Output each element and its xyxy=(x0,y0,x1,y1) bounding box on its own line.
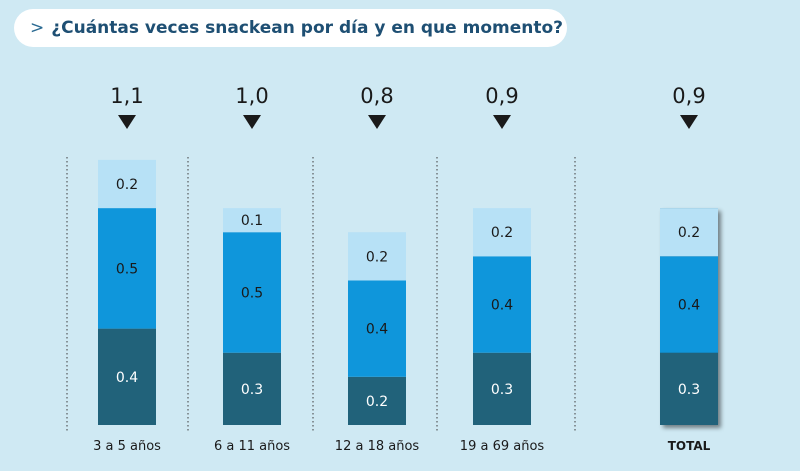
segment-value-label: 0.1 xyxy=(241,213,263,229)
bar-segment-middle xyxy=(473,256,531,353)
bar-segment-bottom xyxy=(660,352,718,425)
triangle-down-icon xyxy=(243,115,261,129)
segment-value-label: 0.2 xyxy=(116,177,138,193)
segment-value-label: 0.5 xyxy=(241,285,263,301)
bar-segment-bottom xyxy=(348,376,406,425)
segment-value-label: 0.3 xyxy=(491,382,513,398)
total-value-label: 0,9 xyxy=(672,84,705,108)
bar-segment-middle xyxy=(223,232,281,353)
total-value-label: 0,8 xyxy=(360,84,393,108)
triangle-down-icon xyxy=(368,115,386,129)
category-label: 19 a 69 años xyxy=(460,439,545,454)
bar-segment-top xyxy=(223,208,281,233)
bar-segment-middle xyxy=(348,280,406,377)
bar-segment-top xyxy=(348,232,406,281)
triangle-down-icon xyxy=(493,115,511,129)
bar-segment-middle xyxy=(660,256,718,353)
segment-value-label: 0.4 xyxy=(491,298,513,314)
bar-segment-middle xyxy=(98,208,156,329)
category-label: 12 a 18 años xyxy=(335,439,420,454)
triangle-down-icon xyxy=(118,115,136,129)
segment-value-label: 0.2 xyxy=(366,394,388,410)
category-label: 6 a 11 años xyxy=(214,439,290,454)
category-label: TOTAL xyxy=(668,439,711,453)
total-value-label: 1,0 xyxy=(235,84,268,108)
bar-segment-bottom xyxy=(98,328,156,425)
chevron-right-icon: > xyxy=(30,18,45,38)
triangle-down-icon xyxy=(680,115,698,129)
segment-value-label: 0.3 xyxy=(678,382,700,398)
total-value-label: 1,1 xyxy=(110,84,143,108)
segment-value-label: 0.2 xyxy=(366,249,388,265)
chart-title-pill: > ¿Cuántas veces snackean por día y en q… xyxy=(14,9,567,47)
bar-segment-bottom xyxy=(473,352,531,425)
segment-value-label: 0.2 xyxy=(678,225,700,241)
category-label: 3 a 5 años xyxy=(93,439,161,454)
segment-value-label: 0.4 xyxy=(366,322,388,338)
segment-value-label: 0.2 xyxy=(491,225,513,241)
segment-value-label: 0.5 xyxy=(116,261,138,277)
bar-segment-top xyxy=(660,208,718,257)
bar-segment-bottom xyxy=(223,352,281,425)
segment-value-label: 0.4 xyxy=(678,298,700,314)
segment-value-label: 0.3 xyxy=(241,382,263,398)
bar-segment-top xyxy=(473,208,531,257)
segment-value-label: 0.4 xyxy=(116,370,138,386)
chart-title: ¿Cuántas veces snackean por día y en que… xyxy=(51,18,564,38)
total-value-label: 0,9 xyxy=(485,84,518,108)
bar-segment-top xyxy=(98,159,156,209)
